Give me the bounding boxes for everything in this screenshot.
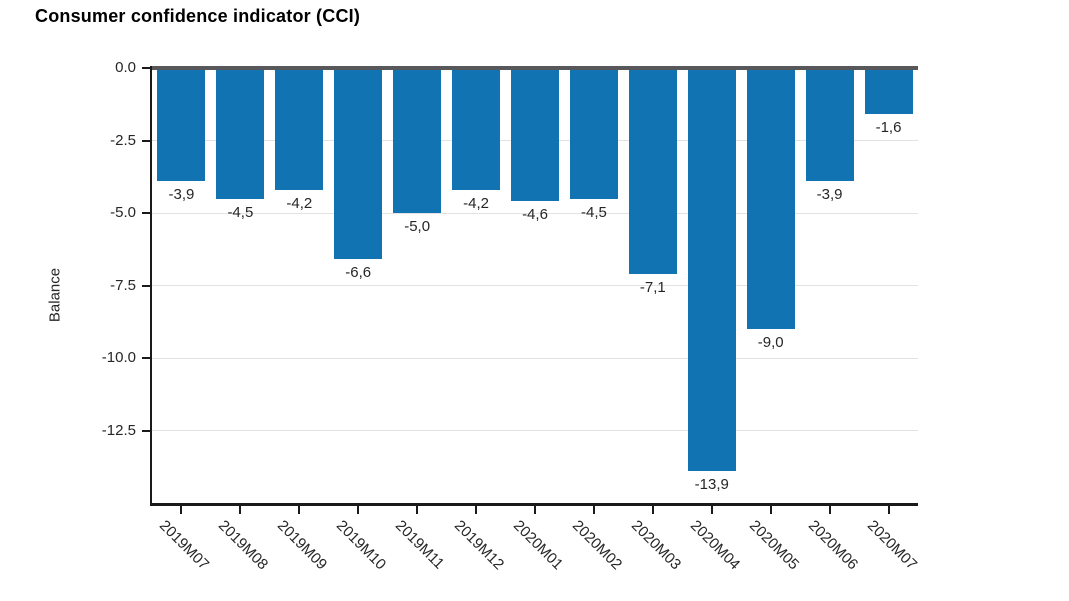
x-tick-label-2020M02: 2020M02	[568, 517, 626, 574]
bar-value-label: -3,9	[168, 186, 195, 204]
y-tick-mark	[142, 212, 152, 214]
y-tick-label: -5.0	[110, 204, 136, 221]
bar-value-label: -5,0	[404, 218, 431, 235]
bar-2019M08	[216, 68, 265, 199]
y-tick-label: 0.0	[115, 59, 136, 76]
x-tick-mark	[710, 506, 713, 514]
gridline	[152, 430, 918, 431]
gridline	[152, 285, 918, 286]
bar-value-label: -4,6	[522, 206, 548, 224]
bar-2020M07	[864, 68, 913, 115]
bar-2019M10	[334, 68, 383, 260]
x-tick-mark	[887, 506, 890, 514]
x-tick-mark	[239, 506, 242, 514]
y-tick-mark	[142, 429, 152, 432]
bar-value-label: -4,2	[463, 194, 489, 212]
x-tick-label-2019M12: 2019M12	[451, 517, 508, 574]
x-tick-mark	[180, 506, 183, 514]
bar-value-label: -7,1	[639, 278, 666, 296]
chart-title: Consumer confidence indicator (CCI)	[35, 6, 361, 26]
x-tick-label-2020M05: 2020M05	[745, 517, 802, 574]
y-tick-label: -7.5	[110, 276, 136, 294]
x-tick-mark	[828, 506, 831, 514]
bar-value-label: -4,2	[286, 194, 313, 212]
bar-value-label: -9,0	[757, 334, 784, 351]
y-tick-mark	[142, 284, 152, 287]
x-tick-mark	[534, 506, 536, 514]
bar-2020M06	[805, 68, 854, 182]
zero-baseline	[152, 66, 918, 70]
bar-2019M12	[452, 68, 501, 190]
x-tick-mark	[651, 506, 654, 514]
bar-2020M04	[687, 68, 736, 472]
x-tick-label-2019M11: 2019M11	[392, 517, 448, 573]
x-tick-label-2020M07: 2020M07	[863, 517, 920, 574]
bar-2020M03	[628, 68, 677, 274]
bar-2019M07	[157, 68, 206, 182]
x-tick-label-2019M10: 2019M10	[333, 517, 390, 574]
x-tick-label-2019M09: 2019M09	[274, 517, 331, 574]
bar-2019M09	[275, 68, 324, 190]
bar-2020M01	[511, 68, 559, 202]
y-axis-line	[150, 66, 152, 503]
y-tick-mark	[142, 67, 152, 69]
bar-value-label: -13,9	[694, 476, 729, 494]
x-tick-mark	[416, 506, 419, 514]
bar-value-label: -6,6	[345, 264, 372, 282]
gridline	[152, 357, 918, 359]
x-tick-mark	[298, 506, 301, 514]
x-tick-label-2019M07: 2019M07	[156, 517, 213, 574]
bar-value-label: -1,6	[875, 119, 902, 137]
x-tick-mark	[592, 506, 595, 514]
y-tick-label: -2.5	[110, 131, 136, 149]
x-axis-line	[150, 503, 918, 506]
bar-value-label: -4,5	[580, 203, 607, 221]
gridline	[152, 212, 918, 214]
bar-value-label: -4,5	[227, 203, 254, 221]
x-tick-label-2020M04: 2020M04	[686, 517, 744, 574]
x-tick-label-2019M08: 2019M08	[215, 517, 272, 574]
bar-2020M02	[569, 68, 618, 199]
x-tick-mark	[357, 506, 360, 514]
bar-2020M05	[746, 68, 795, 329]
x-tick-mark	[769, 506, 772, 514]
x-tick-label-2020M01: 2020M01	[509, 517, 567, 574]
bar-value-label: -3,9	[816, 186, 843, 204]
y-tick-label: -12.5	[101, 421, 136, 439]
x-tick-mark	[475, 506, 478, 514]
x-tick-label-2020M06: 2020M06	[804, 517, 861, 574]
y-tick-label: -10.0	[101, 349, 136, 366]
y-tick-mark	[142, 139, 152, 142]
x-tick-label-2020M03: 2020M03	[627, 517, 685, 574]
bar-2019M11	[393, 68, 442, 213]
y-tick-mark	[142, 357, 152, 359]
